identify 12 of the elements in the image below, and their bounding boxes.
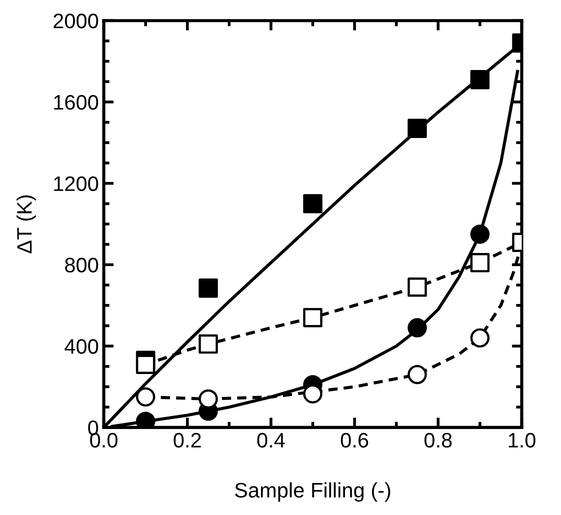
x-tick-label: 1.0	[508, 432, 536, 448]
x-tick-label: 0.2	[174, 432, 201, 448]
y-tick-label: 2000	[54, 14, 98, 28]
y-tick-label: 400	[64, 339, 98, 354]
x-axis-title: Sample Filling (-)	[234, 482, 390, 502]
y-tick-label: 1200	[54, 176, 98, 192]
x-tick-label: 0.4	[257, 432, 285, 448]
y-tick-label: 1600	[54, 94, 98, 110]
x-tick-label: 0.6	[340, 432, 368, 448]
y-axis-title: ΔT (K)	[16, 195, 36, 254]
y-tick-label: 800	[65, 258, 98, 272]
x-tick-label: 0.8	[424, 432, 452, 448]
